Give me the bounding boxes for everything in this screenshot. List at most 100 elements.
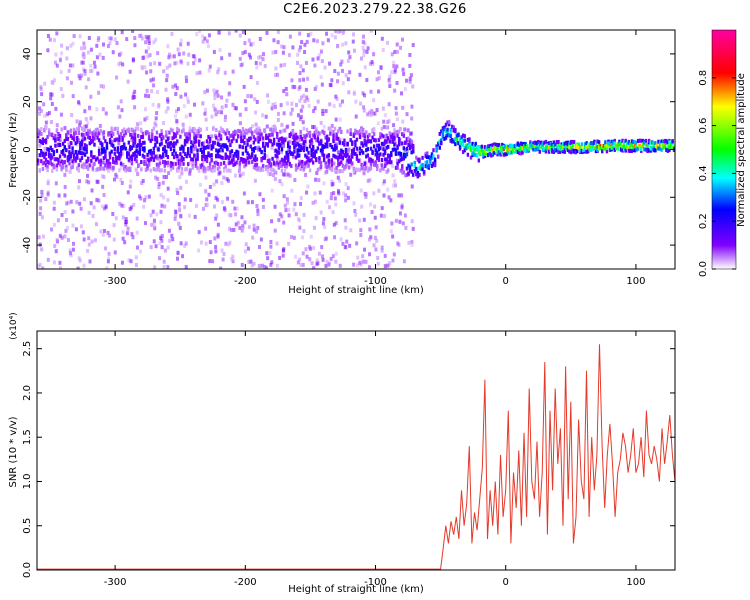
spectrogram-signal-cell [277, 142, 281, 147]
spectrogram-noise-cell [349, 163, 353, 168]
spectrogram-signal-cell [266, 158, 270, 163]
spectrogram-signal-cell [436, 154, 440, 159]
spectrogram-noise-cell [38, 106, 42, 111]
spectrogram-noise-cell [143, 107, 147, 112]
spectrogram-noise-cell [118, 61, 122, 66]
spectrogram-signal-cell [43, 152, 46, 157]
spectrogram-signal-cell [410, 144, 413, 149]
spectrogram-noise-cell [238, 56, 242, 61]
spectrogram-signal-cell [71, 164, 74, 169]
spectrogram-noise-cell [301, 120, 305, 125]
spectrogram-signal-cell [65, 167, 68, 172]
spectrogram-signal-cell [79, 146, 82, 151]
spectrogram-signal-cell [349, 128, 352, 133]
spectrogram-signal-cell [37, 134, 40, 139]
spectrogram-signal-cell [232, 136, 235, 141]
spectrogram-signal-cell [37, 158, 40, 163]
spectrogram-signal-cell [324, 135, 327, 140]
spectrogram-signal-cell [224, 131, 227, 136]
spectrogram-signal-cell [427, 155, 431, 160]
spectrogram-signal-cell [524, 145, 527, 150]
spectrogram-noise-cell [201, 39, 205, 44]
spectrogram-noise-cell [399, 45, 403, 50]
spectrogram-signal-cell [372, 144, 376, 149]
spectrogram-noise-cell [376, 121, 380, 126]
spectrogram-noise-cell [223, 206, 227, 211]
spectrogram-signal-cell [172, 141, 176, 146]
spectrogram-signal-cell [183, 167, 187, 172]
spectrogram-noise-cell [170, 233, 174, 238]
spectrogram-noise-cell [260, 263, 264, 268]
spectrogram-noise-cell [314, 216, 318, 221]
spectrogram-noise-cell [235, 206, 239, 211]
spectrogram-signal-cell [418, 157, 421, 162]
snr-x-tick-label: 0 [503, 577, 509, 588]
spectrogram-signal-cell [57, 136, 60, 141]
spectrogram-noise-cell [370, 108, 374, 113]
spectrogram-signal-cell [68, 156, 71, 161]
spectrogram-signal-cell [243, 164, 246, 169]
spectrogram-noise-cell [353, 208, 357, 213]
spectrogram-signal-cell [501, 149, 504, 154]
spectrogram-noise-cell [401, 67, 405, 72]
spectrogram-signal-cell [544, 145, 548, 150]
spectrogram-noise-cell [265, 251, 269, 256]
spectrogram-noise-cell [63, 172, 67, 177]
spectrogram-noise-cell [76, 266, 80, 269]
spectrogram-signal-cell [502, 152, 506, 157]
spectrogram-signal-cell [640, 147, 643, 152]
spectrogram-signal-cell [558, 146, 562, 151]
spectrogram-signal-cell [246, 129, 249, 134]
spectrogram-noise-cell [352, 201, 356, 206]
spectrogram-signal-cell [61, 141, 65, 146]
spectrogram-noise-cell [283, 62, 287, 67]
spectrogram-noise-cell [55, 123, 59, 128]
spectrogram-signal-cell [235, 154, 238, 159]
spectrogram-noise-cell [292, 207, 296, 212]
spectrogram-noise-cell [39, 85, 43, 90]
spectrogram-signal-cell [190, 128, 193, 133]
spectrogram-signal-cell [366, 139, 370, 144]
spectrogram-noise-cell [77, 100, 81, 105]
spectrogram-signal-cell [374, 138, 377, 143]
spectrogram-noise-cell [220, 200, 224, 205]
spectrogram-signal-cell [147, 149, 151, 154]
spectrogram-noise-cell [358, 72, 362, 77]
spectrogram-signal-cell [182, 145, 185, 150]
spectrogram-noise-cell [264, 265, 268, 269]
spectrogram-signal-cell [190, 149, 193, 154]
spectrogram-noise-cell [71, 209, 75, 214]
spectrogram-signal-cell [535, 147, 538, 152]
spectrogram-x-label: Height of straight line (km) [288, 285, 424, 296]
spectrogram-signal-cell [76, 135, 79, 140]
spectrogram-signal-cell [568, 142, 571, 147]
spectrogram-signal-cell [658, 143, 662, 148]
spectrogram-signal-cell [401, 164, 404, 169]
spectrogram-signal-cell [155, 130, 159, 135]
spectrogram-noise-cell [157, 156, 161, 161]
spectrogram-signal-cell [451, 138, 454, 143]
spectrogram-signal-cell [316, 130, 320, 135]
spectrogram-noise-cell [85, 179, 89, 184]
spectrogram-signal-cell [483, 148, 487, 153]
spectrogram-noise-cell [89, 201, 93, 206]
spectrogram-signal-cell [72, 131, 76, 136]
spectrogram-signal-cell [476, 144, 479, 149]
spectrogram-noise-cell [125, 37, 129, 42]
spectrogram-signal-cell [93, 132, 96, 137]
spectrogram-noise-cell [147, 41, 151, 46]
spectrogram-signal-cell [376, 164, 379, 169]
spectrogram-noise-cell [120, 181, 124, 186]
spectrogram-noise-cell [383, 113, 387, 118]
spectrogram-signal-cell [658, 140, 662, 145]
spectrogram-signal-cell [644, 147, 648, 152]
spectrogram-signal-cell [229, 160, 232, 165]
spectrogram-noise-cell [46, 179, 50, 184]
spectrogram-signal-cell [379, 152, 382, 157]
spectrogram-signal-cell [429, 156, 432, 161]
spectrogram-signal-cell [276, 154, 279, 159]
spectrogram-noise-cell [53, 60, 57, 65]
spectrogram-noise-cell [334, 30, 338, 34]
spectrogram-signal-cell [641, 139, 645, 144]
spectrogram-noise-cell [241, 223, 245, 228]
